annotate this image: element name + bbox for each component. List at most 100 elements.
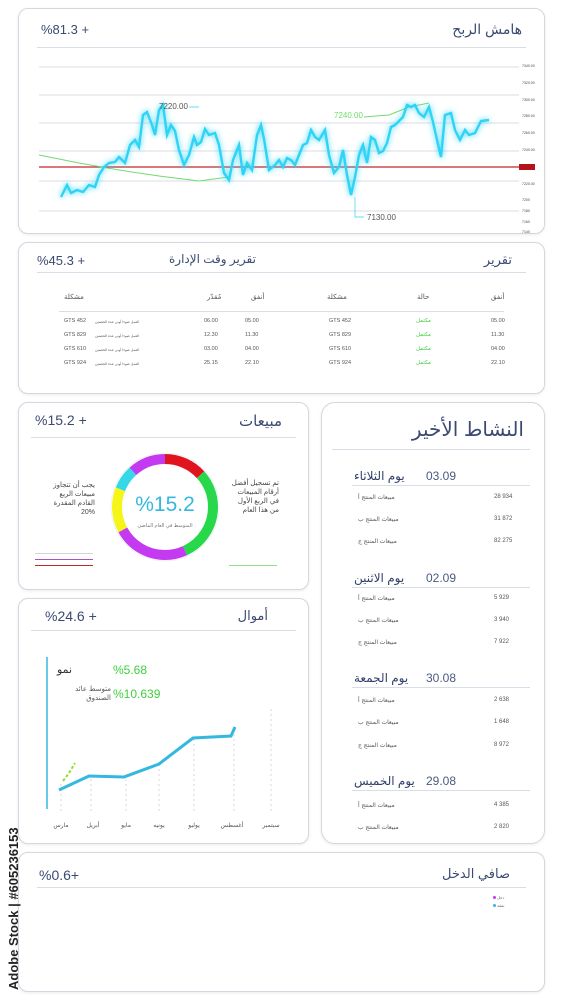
svg-text:7220.00: 7220.00 [522,182,535,186]
funds-pct: %24.6 + [45,608,97,624]
profit-margin-card: %81.3 + هامش الربح 7220.00 7240.00 7130.… [18,8,545,234]
legend-item: نفقة [493,903,504,908]
activity-label: مبيعات المنتج أ [358,803,395,809]
recent-activity-card: النشاط الأخير يوم الثلاثاء 03.09 مبيعات … [321,402,545,844]
legend-line [35,553,93,554]
y-axis-ticks: 7340.00 7320.00 7300.00 7280.00 7260.00 … [522,64,535,234]
legend-line [35,565,93,566]
funds-card: %24.6 + أموال نمو %5.68 متوسط عائد الصند… [18,598,309,844]
divider [31,437,296,438]
callout-7220: 7220.00 [159,102,188,111]
divider [352,587,530,588]
svg-text:7160: 7160 [522,220,530,224]
svg-text:7260.00: 7260.00 [522,131,535,135]
divider [37,887,526,888]
activity-value: 2 820 [494,824,510,830]
recent-activity-title: النشاط الأخير [411,419,524,441]
activity-label: مبيعات المنتج ب [358,720,399,726]
activity-label: مبيعات المنتج أ [358,495,395,501]
table-row: GTS 829 العمل ضوءا أوني عدة الحصتين 12.3… [64,332,505,338]
activity-label: مبيعات المنتج أ [358,698,395,704]
activity-value: 8 972 [494,742,510,748]
activity-day: يوم الجمعة [354,671,409,685]
profit-margin-title: هامش الربح [452,21,522,37]
month-label: مارس [53,822,68,829]
svg-text:7340.00: 7340.00 [522,64,535,68]
legend-line [229,565,277,566]
svg-text:7300.00: 7300.00 [522,98,535,102]
table-row: GTS 924 العمل ضوءا أوني عدة الحصتين 25.1… [64,360,505,366]
divider [332,449,530,450]
month-label: سبتمبر [261,823,279,829]
ring-segment-purple-top [112,454,218,560]
divider [352,790,530,791]
funds-highlight [62,762,76,782]
month-label: أغسطس [221,821,244,829]
month-label: مايو [120,822,131,829]
activity-label: مبيعات المنتج ب [358,825,399,831]
header-spent-left: أنفق [251,294,265,301]
month-label: أبريل [87,821,100,829]
activity-value: 31 872 [494,516,513,522]
activity-date: 03.09 [426,469,457,483]
activity-label: مبيعات المنتج ج [358,743,397,749]
management-report-pct: %45.3 + [37,253,86,268]
report-table: مشكلة مُقدّر أنفق مشكلة حالة أنفق GTS 45… [59,293,505,383]
svg-text:7200: 7200 [522,198,530,202]
reference-marker [519,164,535,170]
sales-title: مبيعات [238,413,282,430]
svg-text:7320.00: 7320.00 [522,81,535,85]
ring-segment-purple [112,454,218,560]
price-series [59,102,490,198]
svg-text:7240.00: 7240.00 [522,148,535,152]
activity-label: مبيعات المنتج ب [358,618,399,624]
management-report-card: %45.3 + تقرير وقت الإدارة تقرير مشكلة مُ… [18,242,545,394]
activity-label: مبيعات المنتج أ [358,596,395,602]
callout-7130: 7130.00 [367,213,396,222]
activity-value: 5 929 [494,595,510,601]
net-income-pct: %0.6+ [39,867,80,883]
profit-margin-pct: %81.3 + [41,22,90,37]
report-title: تقرير [483,252,512,267]
trend-line-upper [363,102,430,118]
legend-dot [493,904,496,907]
management-report-title: تقرير وقت الإدارة [169,252,256,266]
profit-margin-chart: 7220.00 7240.00 7130.00 7340.00 7320.00 … [38,64,535,234]
activity-value: 3 940 [494,617,510,623]
activity-value: 4 385 [494,802,510,808]
divider [37,272,526,273]
legend-line [35,559,93,560]
activity-value: 7 922 [494,639,510,645]
funds-chart: مارس أبريل مايو يونيه يوليو أغسطس سبتمبر [46,657,280,829]
legend-item: دخل [493,895,504,900]
activity-label: مبيعات المنتج ب [358,517,399,523]
growth-value: %5.68 [113,663,148,677]
net-income-title: صافي الدخل [442,866,510,881]
grid-lines [39,66,519,212]
sales-center-value: %15.2 [135,493,195,516]
activity-label: مبيعات المنتج ج [358,640,397,646]
divider [352,485,530,486]
activity-day: يوم الخميس [354,774,415,788]
divider [352,687,530,688]
sales-right-note: تم تسجيل أفضل أرقام المبيعات في الربع ال… [231,480,279,514]
svg-text:7280.00: 7280.00 [522,114,535,118]
activity-value: 1 648 [494,719,510,725]
callout-line-2 [354,197,364,218]
sales-center-caption: المتوسط في العام الماضي [137,523,192,529]
sales-left-note: يجب أن تتجاوز مبيعات الربع القادم المقدر… [53,482,95,516]
activity-value: 28 934 [494,494,513,500]
net-income-card: %0.6+ صافي الدخل دخل نفقة [18,852,545,992]
yield-value: %10.639 [113,687,161,701]
ring-segment-green [112,454,218,560]
funds-line [58,726,237,792]
svg-text:7140: 7140 [522,230,530,234]
sales-card: %15.2 + مبيعات يجب أن تتجاوز مبيعات الرب… [18,402,309,590]
month-gridlines [60,709,272,811]
activity-day: يوم الاثنين [354,571,405,585]
funds-title: أموال [237,608,268,623]
divider [31,630,296,631]
ring-segment-yellow [112,454,218,560]
activity-date: 30.08 [426,671,457,685]
sales-pct: %15.2 + [35,412,87,428]
